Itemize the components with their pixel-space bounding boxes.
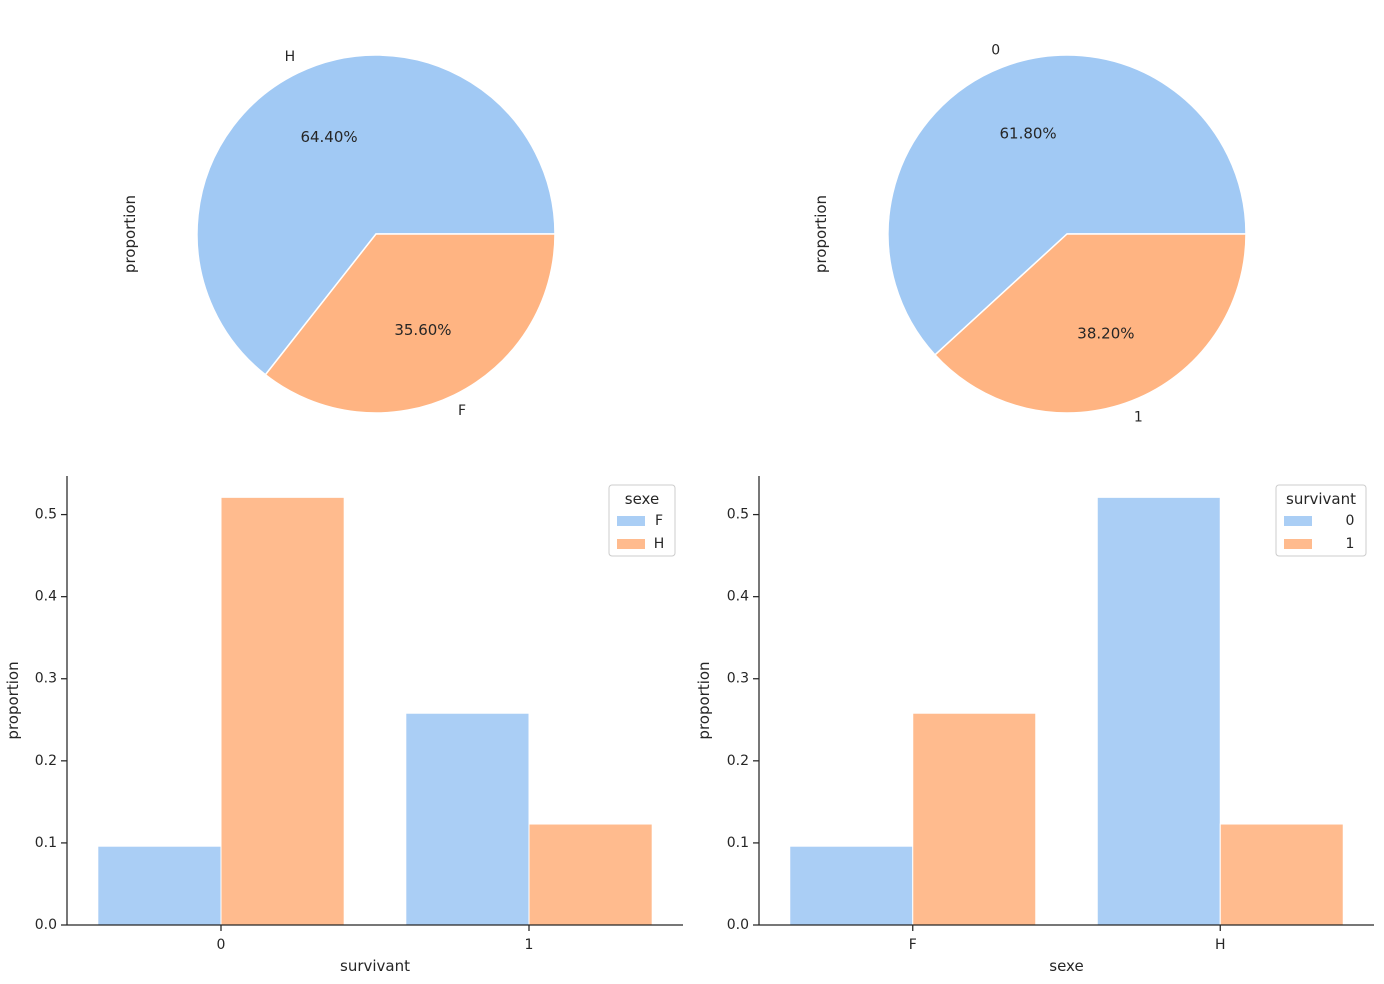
x-tick-label: H xyxy=(1215,937,1226,953)
y-axis-label: proportion xyxy=(695,661,713,739)
pie-label: H xyxy=(285,49,296,65)
y-tick-label: 0.0 xyxy=(35,917,57,933)
bar-chart-survivant: 0.0 0.1 0.2 0.3 0.4 0.5 0 1 survivant proportion s… xyxy=(4,476,683,975)
x-tick-label: F xyxy=(909,937,917,953)
y-tick-label: 0.3 xyxy=(727,671,749,687)
pie-label: F xyxy=(458,403,466,419)
legend-swatch-H xyxy=(617,539,645,549)
y-tick-label: 0.5 xyxy=(727,507,749,523)
legend-box xyxy=(1275,484,1367,557)
legend-swatch-0 xyxy=(1284,516,1312,526)
pie-percent-label: 38.20% xyxy=(1077,325,1134,343)
x-tick-label: 1 xyxy=(525,937,534,953)
legend: survivant 0 1 xyxy=(1275,484,1367,557)
bar-F-1 xyxy=(912,712,1037,926)
pie-percent-label: 61.80% xyxy=(999,124,1056,142)
bar-H-1 xyxy=(1219,823,1344,926)
bar-1-F xyxy=(405,712,530,926)
bar-0-F xyxy=(97,845,222,926)
x-tick-label: 0 xyxy=(217,937,226,953)
pie-chart-sexe: H 64.40% F 35.60% proportion xyxy=(121,49,556,419)
pie-label: 1 xyxy=(1134,410,1143,426)
y-axis-label: proportion xyxy=(4,661,22,739)
y-tick-label: 0.2 xyxy=(727,753,749,769)
bar-1-H xyxy=(528,823,653,926)
pie-label: 0 xyxy=(991,42,1000,58)
pie-chart-survivant: 0 61.80% 1 38.20% proportion xyxy=(812,42,1247,426)
y-tick-label: 0.0 xyxy=(727,917,749,933)
legend-title: survivant xyxy=(1286,490,1356,508)
pie-slice-H xyxy=(196,54,556,376)
legend-title: sexe xyxy=(625,490,659,508)
legend-label: 1 xyxy=(1346,536,1355,552)
legend: sexe FH xyxy=(608,484,676,557)
y-axis-label: proportion xyxy=(121,195,139,273)
legend-label: 0 xyxy=(1346,513,1355,529)
y-tick-label: 0.2 xyxy=(35,753,57,769)
y-tick-label: 0.3 xyxy=(35,671,57,687)
y-tick-label: 0.1 xyxy=(727,835,749,851)
bar-0-H xyxy=(220,496,345,926)
pie-slice-1 xyxy=(933,233,1247,414)
y-tick-label: 0.5 xyxy=(35,507,57,523)
pie-slice-F xyxy=(264,233,556,414)
y-tick-label: 0.4 xyxy=(727,589,749,605)
pie-percent-label: 35.60% xyxy=(394,321,451,339)
legend-label: F xyxy=(655,513,663,529)
legend-label: H xyxy=(654,536,665,552)
pie-percent-label: 64.40% xyxy=(300,128,357,146)
legend-swatch-1 xyxy=(1284,539,1312,549)
y-tick-label: 0.1 xyxy=(35,835,57,851)
bar-F-0 xyxy=(789,845,914,926)
x-axis-label: survivant xyxy=(340,957,410,975)
bar-H-0 xyxy=(1096,496,1221,926)
y-tick-label: 0.4 xyxy=(35,589,57,605)
legend-swatch-F xyxy=(617,516,645,526)
pie-slice-0 xyxy=(887,54,1247,356)
x-axis-label: sexe xyxy=(1049,957,1083,975)
y-axis-label: proportion xyxy=(812,195,830,273)
